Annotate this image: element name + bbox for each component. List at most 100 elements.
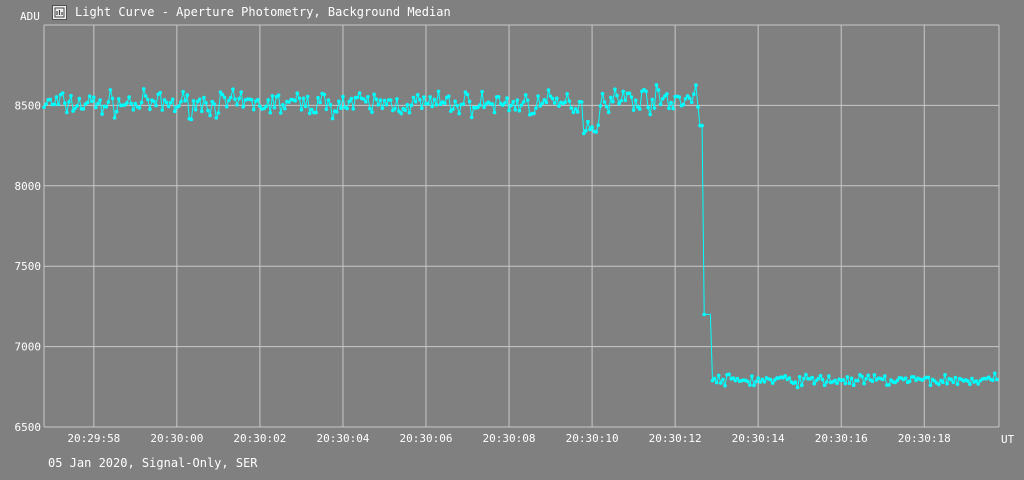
data-point (719, 381, 723, 385)
data-point (85, 100, 90, 105)
data-point (683, 97, 688, 101)
chart-app-icon[interactable] (52, 4, 67, 20)
data-point (646, 105, 650, 110)
data-point (970, 376, 974, 381)
data-point (627, 91, 632, 96)
data-point (995, 377, 999, 382)
data-point (397, 109, 401, 114)
data-point (48, 97, 52, 102)
data-point (183, 99, 187, 103)
data-point (220, 92, 225, 97)
data-point (974, 379, 978, 383)
data-point (94, 105, 98, 110)
data-point (862, 381, 866, 386)
data-point (374, 97, 379, 101)
data-point (727, 372, 731, 377)
data-point (467, 99, 472, 104)
data-point (330, 116, 335, 121)
data-point (656, 88, 661, 92)
data-point (856, 378, 860, 383)
data-point (455, 103, 459, 108)
window-title: Light Curve - Aperture Photometry, Backg… (75, 5, 451, 19)
data-point (735, 376, 740, 381)
data-point (54, 95, 59, 99)
data-point (633, 98, 638, 103)
data-point (513, 108, 518, 112)
data-point (511, 100, 515, 104)
data-point (430, 104, 435, 109)
y-axis-label: ADU (20, 10, 40, 23)
data-point (382, 98, 387, 103)
data-point (116, 97, 121, 101)
data-point (714, 380, 719, 385)
data-point (600, 91, 605, 96)
data-point (872, 373, 877, 377)
data-point (127, 95, 131, 99)
data-point (993, 371, 997, 376)
data-point (845, 375, 850, 379)
data-point (349, 96, 354, 101)
data-point (586, 119, 590, 124)
data-point (413, 99, 418, 104)
data-point (299, 108, 304, 112)
data-point (563, 100, 567, 104)
data-point (638, 107, 642, 111)
data-point (937, 382, 941, 387)
data-point (345, 106, 349, 111)
data-point (665, 92, 669, 96)
data-point (461, 102, 466, 106)
data-point (293, 99, 298, 103)
data-point (218, 90, 223, 94)
data-point (71, 109, 75, 113)
data-point (388, 98, 393, 102)
data-point (337, 99, 341, 104)
data-point (949, 377, 954, 382)
data-point (229, 95, 233, 100)
x-tick-label: 20:29:58 (67, 432, 120, 445)
data-point (669, 100, 673, 105)
data-point (368, 106, 372, 111)
data-point (202, 95, 206, 100)
data-point (750, 374, 754, 378)
data-point (478, 103, 482, 107)
data-point (463, 90, 468, 94)
data-point (428, 95, 433, 99)
data-point (768, 377, 773, 382)
data-point (731, 376, 736, 380)
data-point (968, 382, 972, 387)
data-point (523, 93, 528, 97)
title-bar: Light Curve - Aperture Photometry, Backg… (52, 3, 451, 21)
data-point (164, 100, 169, 105)
data-point (272, 105, 277, 110)
data-point (206, 108, 210, 113)
data-point (756, 376, 760, 380)
data-point (216, 111, 221, 115)
data-point (588, 127, 592, 132)
y-tick-label: 7000 (15, 341, 42, 354)
data-point (843, 381, 848, 386)
data-point (606, 110, 611, 115)
data-point (991, 378, 995, 383)
data-point (237, 96, 241, 101)
data-point (307, 111, 312, 116)
data-point (492, 110, 497, 115)
data-point (393, 107, 397, 111)
data-point (100, 112, 104, 116)
data-point (928, 383, 933, 388)
data-point (702, 312, 706, 317)
data-point (77, 96, 82, 101)
data-point (496, 95, 501, 99)
data-point (555, 96, 559, 101)
data-point (432, 97, 437, 102)
data-point (770, 381, 775, 385)
data-point (415, 93, 420, 97)
data-point (409, 103, 414, 107)
data-point (239, 90, 243, 94)
data-point (824, 380, 829, 384)
data-point (370, 110, 374, 114)
data-point (864, 377, 868, 381)
data-point (63, 101, 67, 106)
data-point (137, 106, 142, 110)
data-point (835, 381, 839, 386)
